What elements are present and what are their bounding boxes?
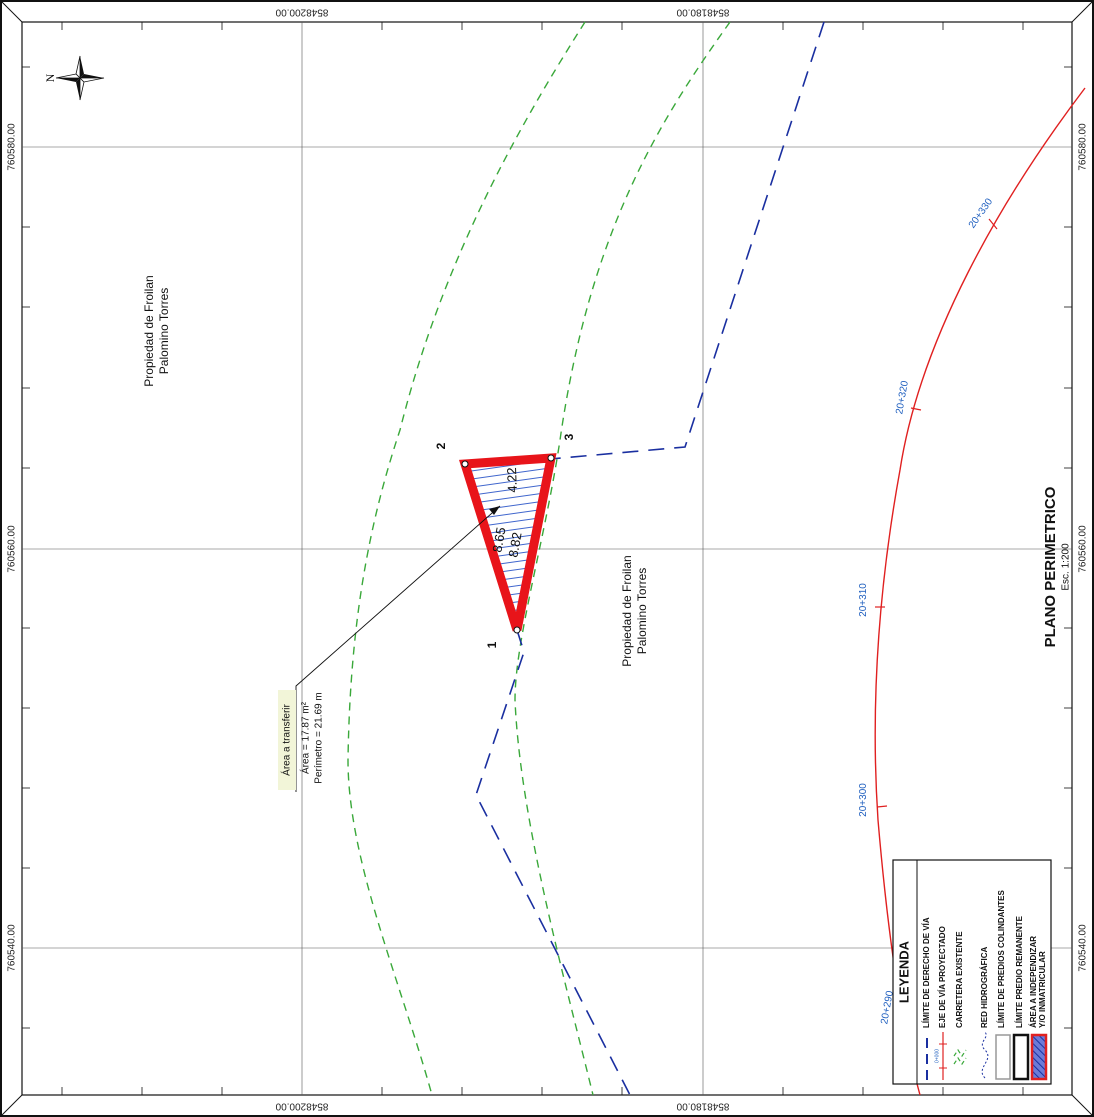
northing-label-right-2: 760560.00 [1078,525,1089,573]
legend-title: LEYENDA [896,940,911,1003]
vertex-label-1: 1 [485,641,499,648]
parcel-dimension-left: 8.65 [489,526,508,554]
vertex-label-2: 2 [434,442,448,449]
transfer-area: Área = 17.87 m² [299,701,312,774]
right-of-way-limit [475,21,825,1096]
property-label-line2: Palomino Torres [157,288,171,374]
coordinate-grid [22,22,1072,1095]
easting-label-bottom-1: 8548200.00 [275,1100,328,1111]
plan-title: PLANO PERIMETRICO Esc. 1:200 [1042,486,1072,647]
parcel-dimension-right: 8.82 [505,531,524,559]
legend-label: CARRETERA EXISTENTE [955,931,964,1028]
transfer-perimeter: Perímetro = 21.69 m [314,692,325,783]
transfer-heading: Área a transferir [280,703,293,775]
legend-label: LÍMITE DE DERECHO DE VÍA [922,917,931,1028]
legend-symbol-road-axis: 0+000 [934,1032,947,1080]
legend-symbol-independize-area [1030,1033,1048,1081]
northing-label-left-2: 760560.00 [7,525,18,573]
easting-label-top-1: 8548200.00 [275,6,328,17]
existing-road [347,21,731,1096]
property-label-line1: Propiedad de Froilan [142,275,156,386]
legend-symbol-remnant-limit [1012,1033,1030,1081]
plan-title-main: PLANO PERIMETRICO [1042,486,1059,647]
legend-label: RED HIDROGRÁFICA [980,946,989,1028]
station-label: 20+300 [858,783,869,817]
plan-title-scale: Esc. 1:200 [1061,543,1072,591]
property-label-line2: Palomino Torres [635,568,649,654]
legend-symbol-hydro-network [981,1031,989,1079]
legend-axis-code: 0+000 [934,1049,940,1063]
station-label: 20+310 [858,583,869,617]
legend-label: LÍMITE DE PREDIOS COLINDANTES [997,890,1006,1028]
north-letter: N [43,73,57,82]
frame-ticks [22,22,1072,1095]
legend-label: EJE DE VÍA PROYECTADO [938,926,947,1028]
property-labels: Propiedad de Froilan Palomino Torres Pro… [142,275,649,666]
northing-label-left-3: 760540.00 [7,924,18,972]
northing-label-left-1: 760580.00 [7,123,18,171]
vertex-label-3: 3 [562,433,576,440]
northing-label-right-3: 760540.00 [1078,924,1089,972]
legend-label: ÁREA A INDEPENDIZAR [1029,936,1038,1028]
legend-symbol-existing-road [953,1048,967,1066]
north-arrow-icon: N [43,55,105,101]
easting-label-top-2: 8548180.00 [676,6,729,17]
coordinate-labels: 8548200.00 8548180.00 8548200.00 8548180… [7,6,1089,1111]
transfer-callout: Área a transferir Área = 17.87 m² Períme… [278,505,501,792]
parcel-dimension-top: 4.22 [504,467,520,493]
parcel-area: 4.22 8.65 8.82 1 2 3 [434,433,576,648]
legend-symbol-adjacent-limit [995,1034,1011,1080]
property-label-line1: Propiedad de Froilan [620,555,634,666]
legend: LEYENDA 0+000 LÍMITE DE DERECHO DE VÍA E… [892,859,1052,1085]
northing-label-right-1: 760580.00 [1078,123,1089,171]
legend-label: Y/O INMATRICULAR [1038,951,1047,1028]
legend-label: LÍMITE PREDIO REMANENTE [1015,915,1024,1028]
easting-label-bottom-2: 8548180.00 [676,1100,729,1111]
